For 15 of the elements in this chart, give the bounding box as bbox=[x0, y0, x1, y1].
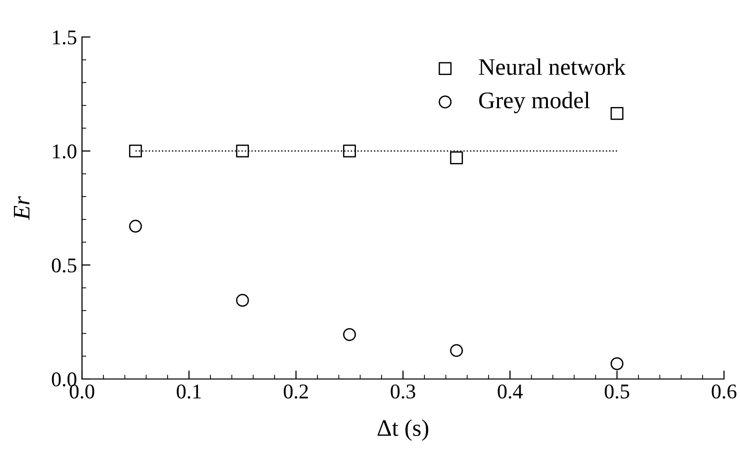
y-tick-label: 1.0 bbox=[52, 144, 76, 159]
y-axis-title: Er bbox=[14, 196, 30, 220]
y-tick-label: 0.5 bbox=[52, 258, 76, 273]
x-tick-label: 0.0 bbox=[70, 384, 94, 399]
legend-label: Grey model bbox=[479, 92, 590, 114]
x-tick-label: 0.2 bbox=[284, 384, 308, 399]
x-tick-label: 0.6 bbox=[712, 384, 736, 399]
x-tick-label: 0.5 bbox=[604, 384, 630, 399]
x-axis-title: Δt (s) bbox=[378, 419, 428, 441]
x-tick-label: 0.3 bbox=[390, 384, 416, 399]
y-tick-label: 0.0 bbox=[52, 372, 76, 387]
x-tick-label: 0.4 bbox=[498, 384, 523, 399]
x-tick-label: 0.1 bbox=[176, 384, 201, 399]
legend-label: Neural network bbox=[478, 58, 626, 76]
y-tick-label: 1.5 bbox=[52, 30, 76, 45]
